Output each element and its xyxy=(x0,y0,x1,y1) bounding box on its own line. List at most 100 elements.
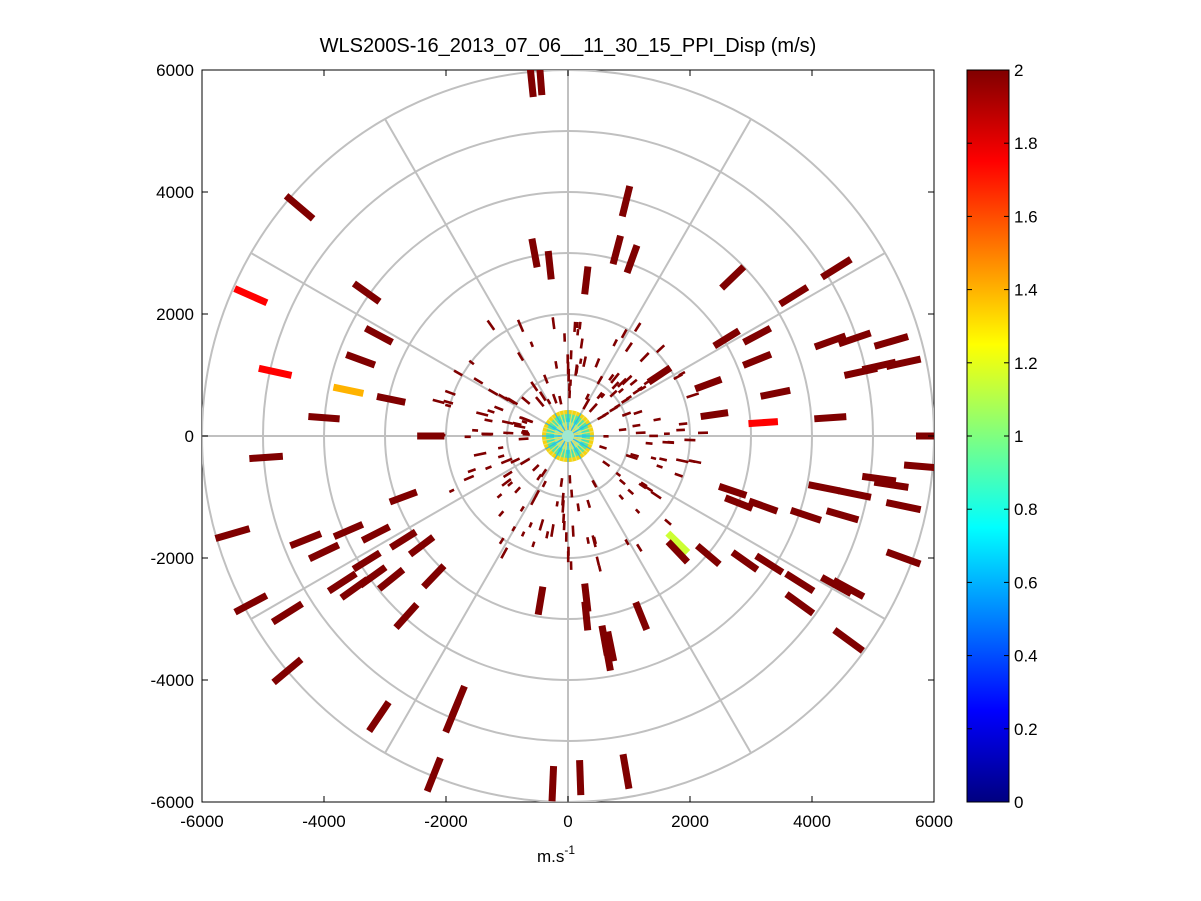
near-field-mark xyxy=(684,438,696,442)
center-ray xyxy=(573,426,593,435)
data-mark xyxy=(719,264,747,291)
center-ray xyxy=(573,430,594,436)
cbar-tick-label: 1.8 xyxy=(1014,134,1038,153)
near-field-mark xyxy=(624,538,630,546)
data-mark xyxy=(421,563,447,590)
colorbar-ticks: 0 0.2 0.4 0.6 0.8 1 1.2 1.4 1.6 1.8 2 xyxy=(967,61,1038,812)
data-mark xyxy=(360,523,391,544)
data-mark xyxy=(784,570,816,595)
y-tick-label: 2000 xyxy=(156,305,194,324)
data-mark xyxy=(535,70,546,96)
near-field-mark xyxy=(650,456,657,461)
near-field-mark xyxy=(620,328,628,339)
near-field-mark xyxy=(649,434,658,438)
data-mark xyxy=(814,413,847,423)
near-field-mark xyxy=(595,556,601,567)
center-ray xyxy=(568,441,574,462)
data-mark xyxy=(363,325,394,346)
data-marks xyxy=(214,70,934,802)
center-ray xyxy=(547,418,564,433)
near-field-mark xyxy=(643,378,652,386)
near-field-mark xyxy=(497,393,510,402)
near-field-mark xyxy=(468,359,475,366)
near-field-mark xyxy=(569,379,572,386)
near-field-mark xyxy=(640,481,648,488)
data-mark xyxy=(903,461,934,472)
cbar-tick-label: 0.4 xyxy=(1014,647,1038,666)
near-field-mark xyxy=(624,341,633,353)
near-field-mark xyxy=(638,482,647,490)
center-ray xyxy=(558,441,567,461)
cbar-tick-label: 1 xyxy=(1014,427,1023,446)
grid-spoke xyxy=(250,252,569,437)
near-field-mark xyxy=(538,391,547,402)
center-cluster xyxy=(542,410,594,462)
near-field-mark xyxy=(486,319,496,331)
y-tick-label: -2000 xyxy=(151,549,194,568)
near-field-mark xyxy=(497,454,505,459)
near-field-mark xyxy=(635,543,643,552)
near-field-mark xyxy=(625,394,633,401)
near-field-mark xyxy=(633,409,643,416)
center-ray xyxy=(542,430,563,436)
near-field-mark xyxy=(538,519,545,531)
data-mark xyxy=(712,327,741,350)
data-mark xyxy=(623,244,641,275)
data-mark xyxy=(873,478,909,491)
near-field-mark xyxy=(543,374,549,384)
cbar-tick-label: 0.6 xyxy=(1014,573,1038,592)
near-field-mark xyxy=(569,350,573,360)
center-ray xyxy=(547,439,564,454)
x-tick-label: -6000 xyxy=(180,812,223,831)
near-field-mark xyxy=(566,361,570,375)
data-mark xyxy=(534,586,547,616)
data-mark xyxy=(376,566,406,592)
near-field-mark xyxy=(656,464,663,469)
center-ray xyxy=(562,410,568,431)
data-mark xyxy=(258,364,293,379)
data-mark xyxy=(813,332,847,351)
near-field-mark xyxy=(697,431,709,435)
near-field-mark xyxy=(566,354,570,364)
cbar-tick-label: 1.4 xyxy=(1014,281,1038,300)
near-field-mark xyxy=(496,493,503,499)
y-axis: 6000 4000 2000 0 -2000 -4000 -6000 xyxy=(151,61,934,812)
near-field-mark xyxy=(621,411,632,417)
near-field-mark xyxy=(571,525,575,537)
near-field-mark xyxy=(637,385,644,392)
near-field-mark xyxy=(529,341,535,348)
near-field-mark xyxy=(674,472,684,478)
near-field-mark xyxy=(600,393,606,399)
near-field-mark xyxy=(675,458,689,464)
near-field-mark xyxy=(632,423,641,428)
data-mark xyxy=(759,386,791,400)
near-field-mark xyxy=(633,322,642,333)
near-field-mark xyxy=(534,396,545,408)
near-field-mark xyxy=(664,518,672,526)
center-ray xyxy=(545,422,564,434)
near-field-mark xyxy=(444,403,452,408)
near-field-mark xyxy=(519,505,525,513)
data-mark xyxy=(407,534,436,558)
near-field-mark xyxy=(653,417,661,422)
center-ray xyxy=(542,436,563,442)
data-mark xyxy=(885,499,922,514)
near-field-mark xyxy=(484,418,493,423)
near-field-mark xyxy=(501,420,514,425)
center-ray xyxy=(570,440,582,459)
near-field-mark xyxy=(667,440,674,444)
center-ray xyxy=(569,411,578,431)
near-field-mark xyxy=(634,508,641,514)
colorbar xyxy=(967,70,1009,802)
data-mark xyxy=(271,656,304,686)
data-mark xyxy=(609,234,624,265)
near-field-mark xyxy=(563,333,567,342)
x-axis-label: m.s-1 xyxy=(537,843,575,866)
near-field-mark xyxy=(528,521,533,528)
near-field-mark xyxy=(614,403,621,409)
near-field-mark xyxy=(659,457,668,462)
data-mark xyxy=(825,507,860,524)
data-mark xyxy=(784,591,816,617)
data-mark xyxy=(388,528,418,551)
center-ray xyxy=(543,437,563,446)
